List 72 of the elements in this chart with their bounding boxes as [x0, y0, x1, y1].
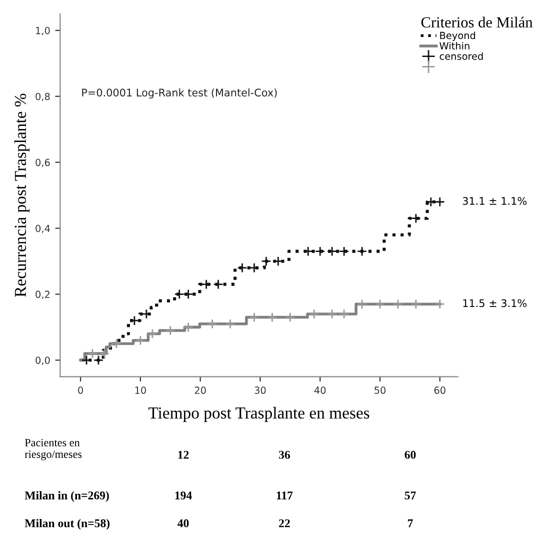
- point: [111, 338, 122, 349]
- y-tick-label: 0,2: [36, 290, 50, 300]
- point: [225, 318, 236, 329]
- text: 36: [278, 450, 290, 459]
- point: [99, 348, 110, 359]
- legend-label: censored: [440, 52, 483, 60]
- text: Milan in (n=269): [24, 491, 109, 502]
- point: [434, 299, 445, 310]
- point: [410, 213, 422, 224]
- y-tick-label: 0,4: [36, 224, 50, 234]
- legend-label: Beyond: [440, 32, 476, 42]
- point: [129, 315, 140, 326]
- text: 57: [404, 492, 416, 500]
- text: Milan out (n=58): [24, 518, 110, 530]
- point: [285, 312, 296, 322]
- point: [183, 322, 194, 332]
- text: 194: [175, 492, 192, 500]
- point: [135, 335, 146, 346]
- point: [147, 328, 158, 339]
- point: [141, 308, 152, 320]
- point: [207, 318, 218, 329]
- point: [249, 262, 260, 273]
- point: [392, 299, 404, 310]
- point: [87, 348, 98, 359]
- x-tick-label: 50: [374, 386, 386, 394]
- annotation: P=0.0001 Log-Rank test (Mantel-Cox): [82, 88, 277, 99]
- point: [326, 308, 338, 320]
- point: [356, 246, 368, 256]
- point: [93, 355, 104, 366]
- point: [165, 325, 176, 336]
- text: 11.5 ± 3.1%: [463, 299, 527, 308]
- point: [338, 246, 350, 256]
- text: 12: [178, 450, 189, 459]
- text: 117: [276, 492, 293, 500]
- point: [410, 299, 422, 310]
- text: 60: [404, 450, 416, 459]
- x-axis-title: Tiempo post Trasplante en meses: [148, 406, 370, 422]
- y-tick-label: 0,8: [36, 92, 50, 102]
- x-tick-label: 30: [254, 386, 266, 394]
- point: [213, 279, 224, 290]
- y-tick-label: 0,0: [36, 356, 50, 365]
- point: [315, 246, 326, 256]
- x-tick-label: 20: [194, 386, 206, 394]
- text: 40: [178, 519, 189, 528]
- point: [356, 299, 368, 310]
- point: [338, 308, 350, 320]
- text: 22: [279, 519, 290, 528]
- y-axis-title: Recurrencia post Trasplante %: [14, 94, 30, 297]
- point: [237, 262, 248, 273]
- x-tick-label: 0: [78, 386, 83, 394]
- point: [183, 289, 194, 300]
- point: [434, 196, 445, 207]
- point: [303, 246, 314, 256]
- point: [374, 299, 386, 310]
- point: [174, 289, 184, 300]
- point: [426, 196, 436, 207]
- text: Pacientes en riesgo/meses: [24, 438, 82, 460]
- point: [326, 246, 338, 256]
- legend-label: Within: [440, 42, 470, 50]
- legend-title: Criterios de Milán: [421, 16, 533, 28]
- point: [201, 279, 212, 290]
- y-tick-label: 0,6: [36, 158, 50, 168]
- point: [249, 312, 260, 322]
- point: [261, 256, 272, 266]
- x-tick-label: 40: [314, 386, 326, 394]
- point: [267, 312, 278, 322]
- y-tick-label: 1,0: [36, 26, 50, 36]
- x-tick-label: 60: [434, 386, 446, 394]
- text: 7: [408, 519, 413, 528]
- x-tick-label: 10: [135, 386, 146, 394]
- text: 31.1 ± 1.1%: [462, 197, 527, 205]
- point: [309, 308, 320, 320]
